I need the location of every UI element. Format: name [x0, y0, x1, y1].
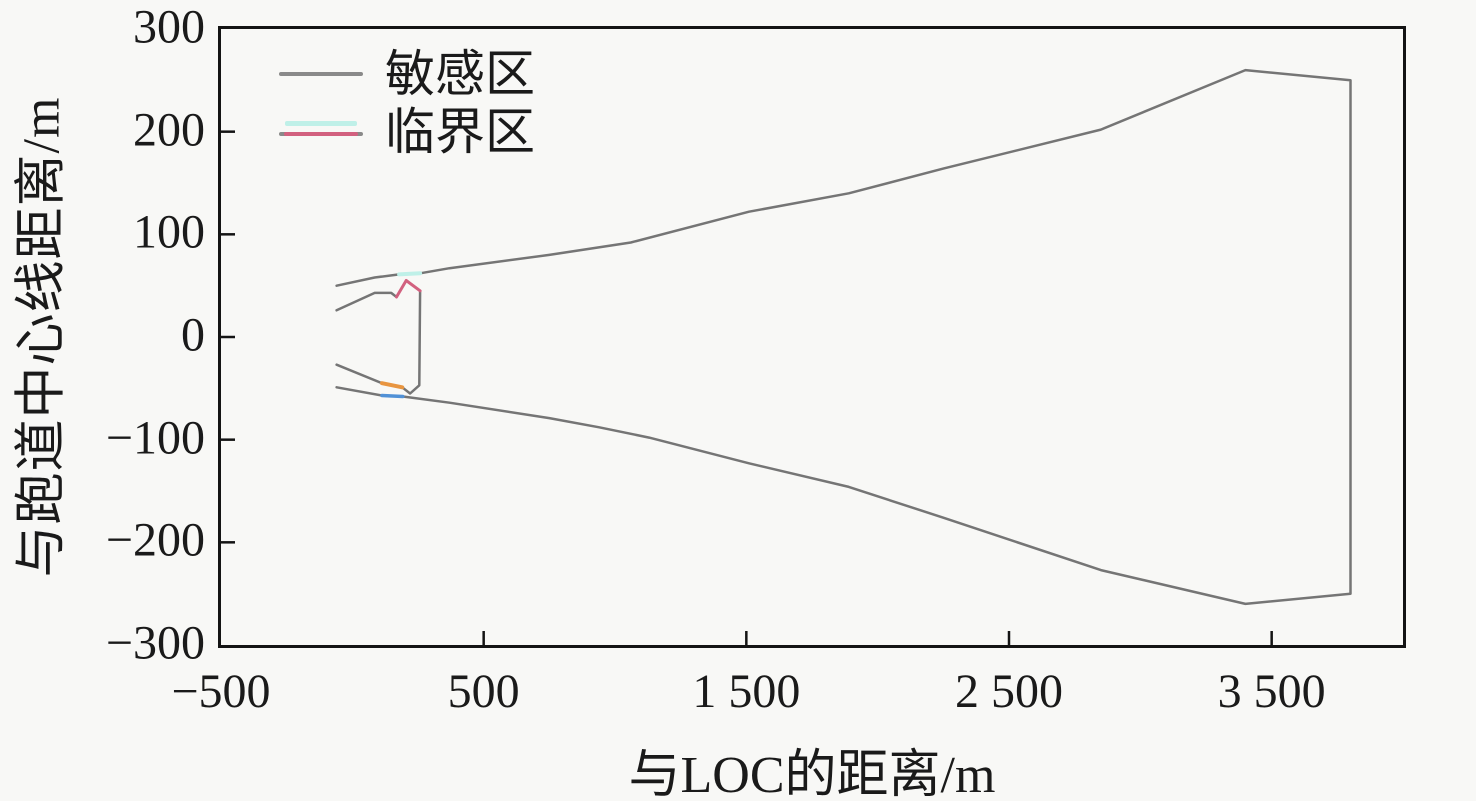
y-tick-label: 200 [133, 102, 205, 156]
critical-area-bottom-overlap-blue [380, 393, 405, 399]
legend-label-critical-area: 临界区 [385, 104, 535, 160]
x-tick-label: 500 [447, 665, 520, 718]
y-tick-label: 300 [133, 0, 205, 54]
x-tick-label: 1 500 [692, 665, 801, 718]
legend-label-sensitive-area: 敏感区 [385, 46, 535, 102]
sensitive-area-line-swatch [279, 61, 363, 87]
x-tick-label: −500 [171, 665, 271, 718]
critical-area-upper-gray [335, 291, 398, 312]
critical-area-top-overlap-cyan [397, 271, 423, 277]
y-tick-label: −200 [105, 513, 205, 567]
y-tick-label: −300 [105, 616, 205, 670]
y-tick-label: −100 [105, 410, 205, 464]
plot-canvas [221, 68, 1352, 645]
critical-area-line-swatch [279, 119, 363, 145]
legend: 敏感区 临界区 [279, 49, 535, 157]
critical-area-lower-gray [335, 363, 384, 385]
x-tick-label: 3 500 [1217, 665, 1326, 718]
critical-area-apex-pink [395, 279, 422, 299]
critical-area-bottom-orange [380, 381, 405, 390]
legend-item-critical-area: 临界区 [279, 107, 535, 157]
y-tick-label: 0 [181, 308, 205, 362]
plot-area: 敏感区 临界区 [218, 26, 1406, 648]
y-tick-label: 100 [133, 205, 205, 259]
critical-area-right-gray [400, 289, 422, 395]
x-axis-title: 与LOC的距离/m [628, 747, 996, 801]
legend-item-sensitive-area: 敏感区 [279, 49, 535, 99]
sensitive-area-outline [335, 68, 1352, 606]
x-tick-label: 2 500 [955, 665, 1063, 718]
